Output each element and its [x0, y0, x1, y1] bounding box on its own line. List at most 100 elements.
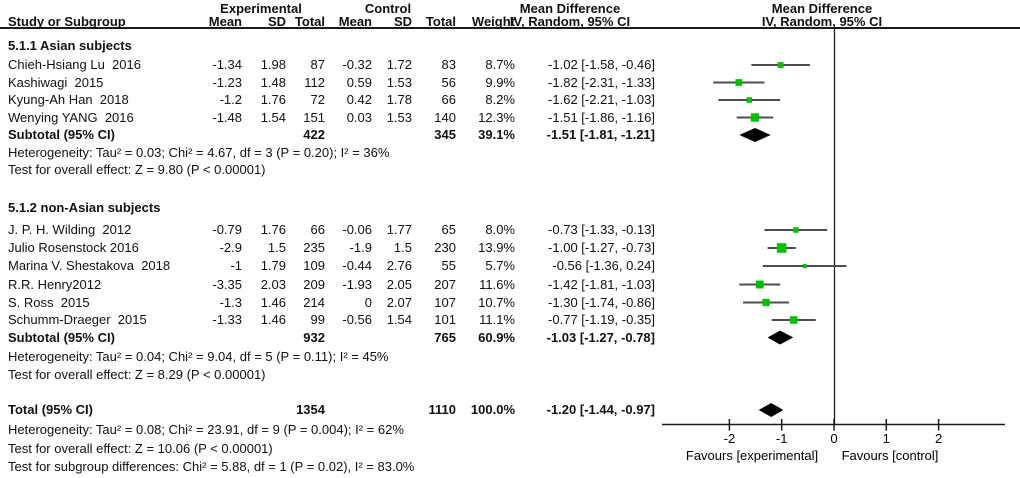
study-experimental-total: 112 — [304, 74, 325, 90]
study-control-mean: -0.06 — [342, 222, 372, 237]
subtotal-name: Subtotal (95% CI) — [8, 329, 115, 345]
study-weight: 8.7% — [485, 57, 515, 72]
study-experimental-mean: -1.48 — [212, 109, 242, 125]
study-or-subgroup-header: Study or Subgroup — [8, 14, 126, 29]
study-experimental-sd: 1.76 — [260, 222, 286, 237]
study-control-mean: 0.59 — [346, 74, 372, 90]
study-name: Marina V. Shestakova 2018 — [8, 258, 171, 273]
experimental-total-header: Total — [294, 14, 325, 29]
effect-marker — [746, 97, 753, 103]
study-name: Kyung-Ah Han 2018 — [8, 92, 129, 107]
study-experimental-total: 87 — [310, 57, 325, 72]
study-control-sd: 1.77 — [386, 222, 412, 237]
study-weight: 11.6% — [479, 276, 515, 292]
study-name: J. P. H. Wilding 2012 — [8, 222, 132, 237]
effect-marker — [762, 298, 770, 307]
study-name: R.R. Henry2012 — [8, 276, 102, 292]
total-heterogeneity-text: Heterogeneity: Tau² = 0.08; Chi² = 23.91… — [8, 421, 404, 437]
subgroup-label: 5.1.2 non-Asian subjects — [8, 200, 161, 215]
study-name: Chieh-Hsiang Lu 2016 — [8, 57, 141, 72]
study-control-sd: 1.53 — [386, 109, 412, 125]
study-md-ci-text: -1.82 [-2.31, -1.33] — [548, 74, 655, 90]
study-experimental-mean: -0.79 — [212, 222, 242, 237]
total-experimental-total: 1354 — [296, 402, 325, 417]
study-control-mean: 0 — [364, 294, 372, 310]
study-weight: 10.7% — [478, 294, 515, 310]
favours-control-label: Favours [control] — [842, 448, 939, 463]
study-experimental-total: 72 — [310, 92, 325, 107]
study-md-ci-text: -1.51 [-1.86, -1.16] — [548, 109, 655, 125]
study-control-mean: -0.56 — [342, 312, 372, 327]
study-weight: 12.3% — [478, 109, 515, 125]
effect-marker — [777, 62, 784, 68]
total-overall-effect-text: Test for overall effect: Z = 10.06 (P < … — [8, 440, 273, 456]
study-control-sd: 1.72 — [386, 57, 412, 72]
study-experimental-total: 66 — [310, 222, 325, 237]
study-experimental-mean: -2.9 — [219, 240, 242, 255]
study-control-sd: 1.5 — [393, 240, 412, 255]
favours-experimental-label: Favours [experimental] — [686, 448, 818, 463]
study-weight: 8.0% — [485, 222, 515, 237]
study-weight: 13.9% — [478, 240, 515, 255]
study-experimental-mean: -3.35 — [212, 276, 242, 292]
total-control-total: 1110 — [428, 402, 457, 417]
study-control-mean: 0.42 — [346, 92, 372, 107]
study-control-total: 230 — [434, 240, 456, 255]
experimental-mean-header: Mean — [208, 14, 242, 29]
study-md-ci-text: -1.30 [-1.74, -0.86] — [548, 294, 655, 310]
subtotal-control-total: 765 — [434, 329, 456, 345]
weight-header: Weight — [471, 14, 515, 29]
study-control-total: 101 — [434, 312, 456, 327]
subtotal-experimental-total: 422 — [303, 127, 325, 142]
subtotal-md-ci-text: -1.03 [-1.27, -0.78] — [546, 329, 655, 345]
overall-effect-text: Test for overall effect: Z = 9.80 (P < 0… — [8, 162, 266, 177]
study-control-mean: -0.44 — [342, 258, 372, 273]
study-name: Schumm-Draeger 2015 — [8, 312, 147, 327]
study-control-total: 207 — [434, 276, 456, 292]
study-experimental-sd: 1.5 — [267, 240, 286, 255]
effect-marker — [789, 316, 798, 324]
effect-marker — [735, 79, 743, 86]
study-name: Julio Rosenstock 2016 — [8, 240, 139, 255]
experimental-sd-header: SD — [267, 14, 286, 29]
mean-difference-header-text-column: Mean Difference — [519, 1, 621, 16]
heterogeneity-text: Heterogeneity: Tau² = 0.04; Chi² = 9.04,… — [8, 348, 389, 364]
study-control-total: 140 — [434, 109, 456, 125]
study-experimental-total: 209 — [303, 276, 325, 292]
study-experimental-mean: -1 — [230, 258, 242, 273]
experimental-group-header: Experimental — [220, 1, 302, 16]
effect-marker — [750, 113, 760, 122]
study-control-total: 65 — [441, 222, 456, 237]
study-weight: 8.2% — [485, 92, 515, 107]
study-md-ci-text: -1.62 [-2.21, -1.03] — [548, 92, 655, 107]
subgroup-differences-text: Test for subgroup differences: Chi² = 5.… — [8, 458, 415, 474]
study-control-total: 66 — [441, 92, 456, 107]
study-experimental-sd: 1.46 — [260, 294, 286, 310]
study-experimental-sd: 1.79 — [260, 258, 286, 273]
study-control-sd: 1.53 — [386, 74, 412, 90]
study-md-ci-text: -0.73 [-1.33, -0.13] — [548, 222, 655, 237]
study-control-sd: 1.54 — [386, 312, 412, 327]
study-control-sd: 2.76 — [386, 258, 412, 273]
study-md-ci-text: -0.56 [-1.36, 0.24] — [552, 258, 655, 273]
study-experimental-mean: -1.33 — [212, 312, 242, 327]
study-md-ci-text: -1.02 [-1.58, -0.46] — [548, 57, 655, 72]
study-experimental-mean: -1.34 — [212, 57, 242, 72]
control-mean-header: Mean — [338, 14, 372, 29]
subtotal-experimental-total: 932 — [303, 329, 325, 345]
effect-marker — [755, 280, 764, 289]
study-experimental-sd: 1.98 — [260, 57, 286, 72]
subtotal-name: Subtotal (95% CI) — [8, 127, 115, 142]
subtotal-md-ci-text: -1.51 [-1.81, -1.21] — [546, 127, 655, 142]
subtotal-control-total: 345 — [434, 127, 456, 142]
study-control-mean: -0.32 — [342, 57, 372, 72]
effect-marker — [776, 243, 787, 253]
study-control-sd: 1.78 — [386, 92, 412, 107]
total-md-ci-text: -1.20 [-1.44, -0.97] — [546, 402, 655, 417]
study-experimental-sd: 1.48 — [260, 74, 286, 90]
control-group-header: Control — [364, 1, 412, 16]
subgroup-label: 5.1.1 Asian subjects — [8, 38, 132, 53]
effect-marker — [793, 227, 799, 233]
study-name: Kashiwagi 2015 — [8, 74, 104, 90]
